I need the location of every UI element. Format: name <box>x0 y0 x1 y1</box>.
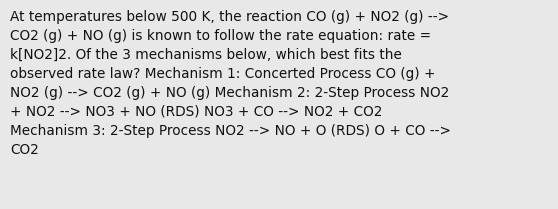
Text: At temperatures below 500 K, the reaction CO (g) + NO2 (g) -->
CO2 (g) + NO (g) : At temperatures below 500 K, the reactio… <box>10 10 451 157</box>
